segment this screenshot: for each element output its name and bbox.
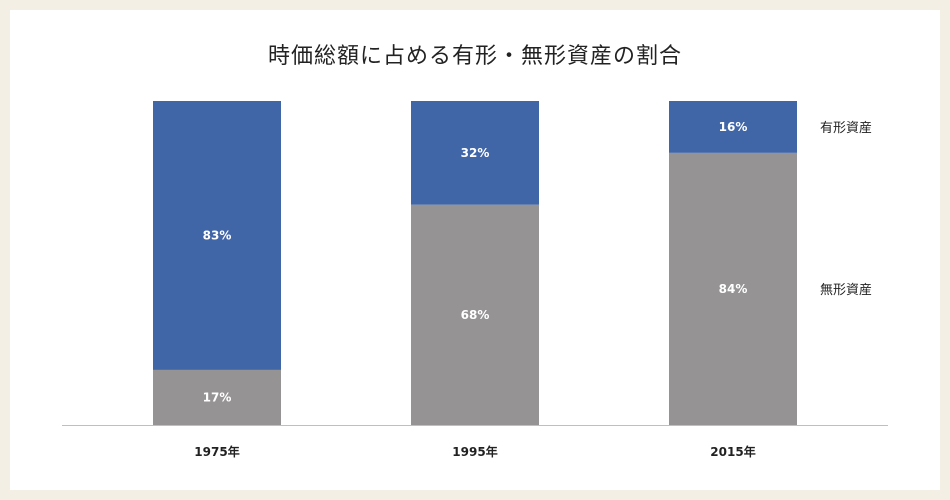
data-label-2-1: 16% xyxy=(719,120,748,134)
bar-segment-0-1 xyxy=(153,101,281,370)
chart-title: 時価総額に占める有形・無形資産の割合 xyxy=(267,44,682,69)
legend-item-1: 有形資産 xyxy=(820,120,872,136)
bar-segment-1-0 xyxy=(411,204,539,425)
category-label-1: 1995年 xyxy=(452,444,497,459)
bar-segment-2-1 xyxy=(669,101,797,153)
data-label-2-0: 84% xyxy=(719,282,748,296)
data-label-0-1: 83% xyxy=(203,228,232,242)
data-label-1-0: 68% xyxy=(461,308,490,322)
bar-segment-0-0 xyxy=(153,369,281,425)
category-label-2: 2015年 xyxy=(710,444,755,459)
category-label-0: 1975年 xyxy=(194,444,239,459)
legend-item-0: 無形資産 xyxy=(820,282,872,298)
bars-group: 17% 83% 68% 32% 84% 16% xyxy=(153,101,797,425)
data-label-0-0: 17% xyxy=(203,390,232,404)
bar-segment-2-0 xyxy=(669,152,797,425)
bar-segment-1-1 xyxy=(411,101,539,205)
data-label-1-1: 32% xyxy=(461,146,490,160)
category-labels: 1975年 1995年 2015年 xyxy=(194,444,755,459)
